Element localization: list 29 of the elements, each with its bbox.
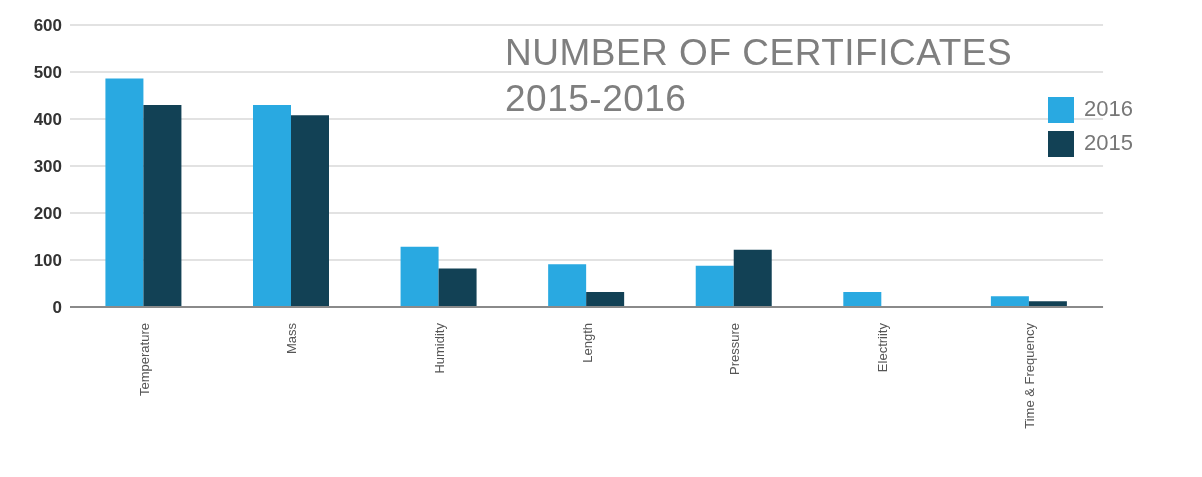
bar xyxy=(105,78,144,307)
x-tick-label: Time & Frequency xyxy=(1022,322,1038,429)
x-tick-label: Electriity xyxy=(874,322,890,373)
legend-label: 2016 xyxy=(1084,96,1133,121)
bar xyxy=(438,268,477,307)
y-tick-label: 600 xyxy=(33,16,62,36)
bar xyxy=(843,291,882,307)
x-tick-label: Humidity xyxy=(431,322,447,374)
bar xyxy=(990,296,1029,307)
bar xyxy=(400,246,439,307)
y-tick-label: 100 xyxy=(33,251,62,271)
x-tick-label: Mass xyxy=(284,322,300,355)
bar xyxy=(548,264,587,307)
bar xyxy=(586,291,625,307)
y-tick-label: 300 xyxy=(33,157,62,177)
text: NUMBER OF CERTIFICATES 2015-2016 xyxy=(505,32,1013,119)
bar xyxy=(733,249,772,307)
x-tick-label: Length xyxy=(579,323,595,363)
x-tick-label: Pressure xyxy=(727,323,743,376)
y-tick-label: 400 xyxy=(33,110,62,130)
bar xyxy=(253,104,291,307)
bar xyxy=(291,115,329,307)
bar xyxy=(143,104,182,307)
x-tick-label: Temperature xyxy=(136,323,152,396)
y-tick-label: 200 xyxy=(33,204,62,224)
y-tick-label: 500 xyxy=(33,63,62,83)
legend-label: 2015 xyxy=(1084,130,1133,155)
bar xyxy=(695,265,734,307)
y-tick-label: 0 xyxy=(52,298,62,318)
